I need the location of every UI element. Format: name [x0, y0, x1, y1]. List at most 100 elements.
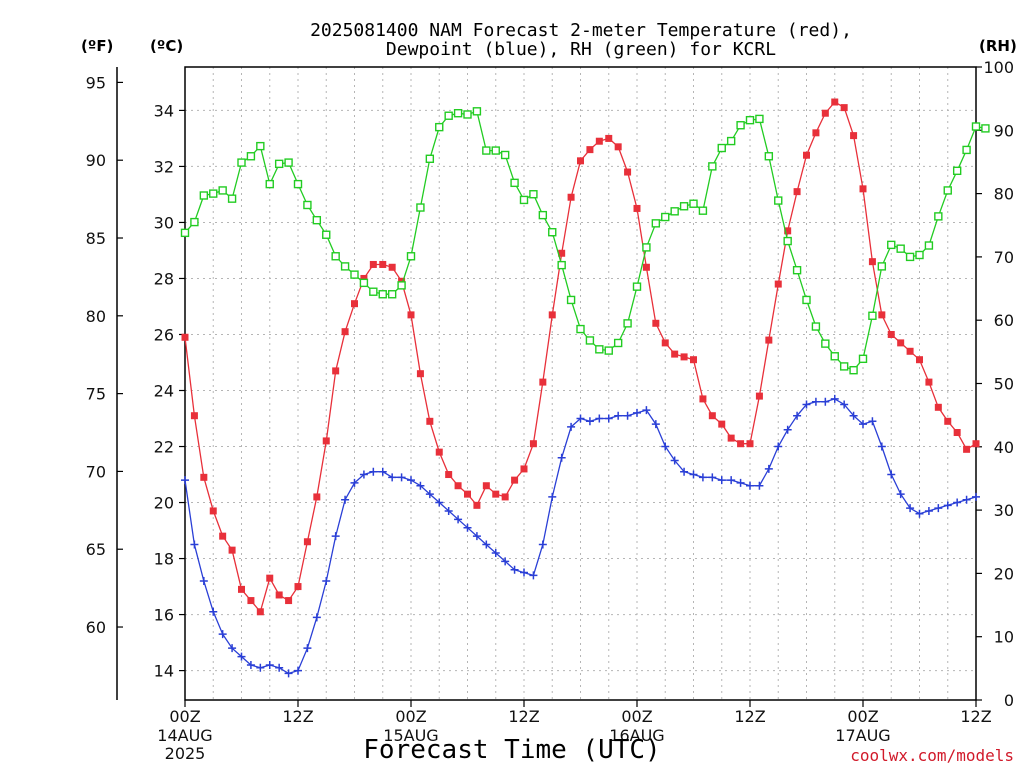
- rh-point: [519, 195, 529, 205]
- temperature-point: [294, 583, 302, 591]
- fahrenheit-tick-label: 75: [86, 385, 106, 404]
- temperature-point: [605, 134, 613, 142]
- temperature-point: [718, 420, 726, 428]
- rh-point: [689, 199, 698, 208]
- dewpoint-point: [670, 456, 679, 465]
- rh-point: [745, 115, 755, 125]
- dewpoint-point: [294, 666, 302, 675]
- rh-point: [971, 122, 981, 131]
- temperature-point: [360, 274, 368, 282]
- dewpoint-point: [689, 470, 698, 479]
- rh-point: [623, 319, 632, 328]
- temperature-point: [558, 249, 566, 257]
- rh-point: [227, 194, 237, 203]
- temperature-point: [247, 597, 255, 605]
- rh-point: [510, 178, 519, 188]
- temperature-point: [737, 440, 745, 448]
- rh-point: [679, 202, 689, 211]
- temperature-point: [464, 490, 471, 498]
- dewpoint-point: [246, 660, 255, 669]
- dewpoint-point: [312, 613, 321, 622]
- rh-point: [293, 179, 303, 189]
- temperature-point: [501, 493, 509, 501]
- dewpoint-point: [887, 470, 896, 479]
- temperature-point: [633, 204, 641, 212]
- temperature-point: [614, 143, 622, 151]
- rh-tick-label: 0: [1004, 691, 1014, 710]
- rh-point: [830, 352, 839, 361]
- rh-point: [312, 215, 322, 225]
- rh-point: [576, 324, 585, 334]
- temperature-point: [821, 109, 829, 117]
- rh-point: [444, 111, 453, 120]
- temperature-point: [803, 151, 810, 159]
- temperature-point: [379, 260, 387, 268]
- temperature-point: [492, 490, 500, 498]
- temperature-point: [765, 336, 773, 344]
- rh-point: [350, 270, 359, 279]
- temperature-point: [520, 465, 528, 473]
- x-tick-year: 2025: [165, 744, 206, 763]
- temperature-point: [878, 311, 886, 319]
- temperature-point: [708, 412, 716, 420]
- temperature-point: [190, 412, 198, 420]
- dewpoint-point: [962, 495, 971, 504]
- dewpoint-point: [190, 540, 199, 549]
- fahrenheit-tick-label: 65: [86, 540, 106, 559]
- rh-tick-label: 50: [994, 375, 1014, 394]
- fahrenheit-unit-label: (ºF): [81, 37, 113, 55]
- rh-point: [557, 260, 566, 270]
- rh-point: [726, 136, 736, 146]
- celsius-tick-label: 22: [154, 438, 174, 457]
- dewpoint-point: [906, 504, 915, 513]
- temperature-point: [426, 417, 434, 425]
- dewpoint-point: [181, 476, 189, 485]
- celsius-tick-label: 18: [154, 550, 174, 569]
- temperature-point: [256, 608, 264, 616]
- temperature-point: [435, 448, 443, 456]
- rh-point: [698, 206, 708, 215]
- rh-point: [265, 179, 274, 189]
- rh-point: [359, 278, 369, 288]
- rh-point: [256, 141, 265, 151]
- dewpoint-point: [680, 467, 689, 476]
- temperature-point: [482, 482, 490, 490]
- celsius-tick-label: 32: [154, 157, 174, 176]
- rh-tick-label: 100: [983, 58, 1014, 77]
- credit-link[interactable]: coolwx.com/models: [850, 746, 1014, 765]
- temperature-point: [388, 263, 396, 271]
- rh-point: [472, 107, 482, 116]
- temperature-point: [539, 378, 547, 386]
- dewpoint-point: [209, 607, 218, 616]
- temperature-point: [548, 311, 556, 319]
- dewpoint-point: [642, 406, 651, 415]
- rh-point: [180, 228, 190, 238]
- rh-point: [755, 114, 764, 124]
- rh-point: [566, 295, 576, 305]
- temperature-point: [473, 501, 481, 509]
- temperature-point: [671, 350, 679, 358]
- rh-point: [378, 290, 387, 299]
- dewpoint-point: [868, 417, 877, 426]
- dewpoint-point: [859, 420, 867, 429]
- rh-tick-label: 10: [994, 628, 1014, 647]
- temperature-point: [652, 319, 660, 327]
- celsius-tick-label: 24: [154, 382, 174, 401]
- temperature-point: [181, 333, 189, 341]
- dewpoint-point: [482, 540, 491, 549]
- fahrenheit-tick-label: 70: [86, 462, 106, 481]
- dewpoint-point: [256, 663, 265, 672]
- x-tick-label: 12Z: [282, 707, 313, 726]
- x-tick-label: 00Z: [395, 707, 426, 726]
- temperature-point: [322, 437, 330, 445]
- rh-point: [839, 362, 849, 371]
- x-tick-label: 00Z: [621, 707, 652, 726]
- fahrenheit-tick-label: 90: [86, 151, 106, 170]
- temperature-point: [755, 392, 763, 400]
- dewpoint-point: [774, 442, 783, 451]
- dewpoint-point: [548, 492, 557, 501]
- dewpoint-point: [425, 490, 434, 499]
- rh-point: [849, 366, 858, 375]
- rh-point: [500, 150, 510, 160]
